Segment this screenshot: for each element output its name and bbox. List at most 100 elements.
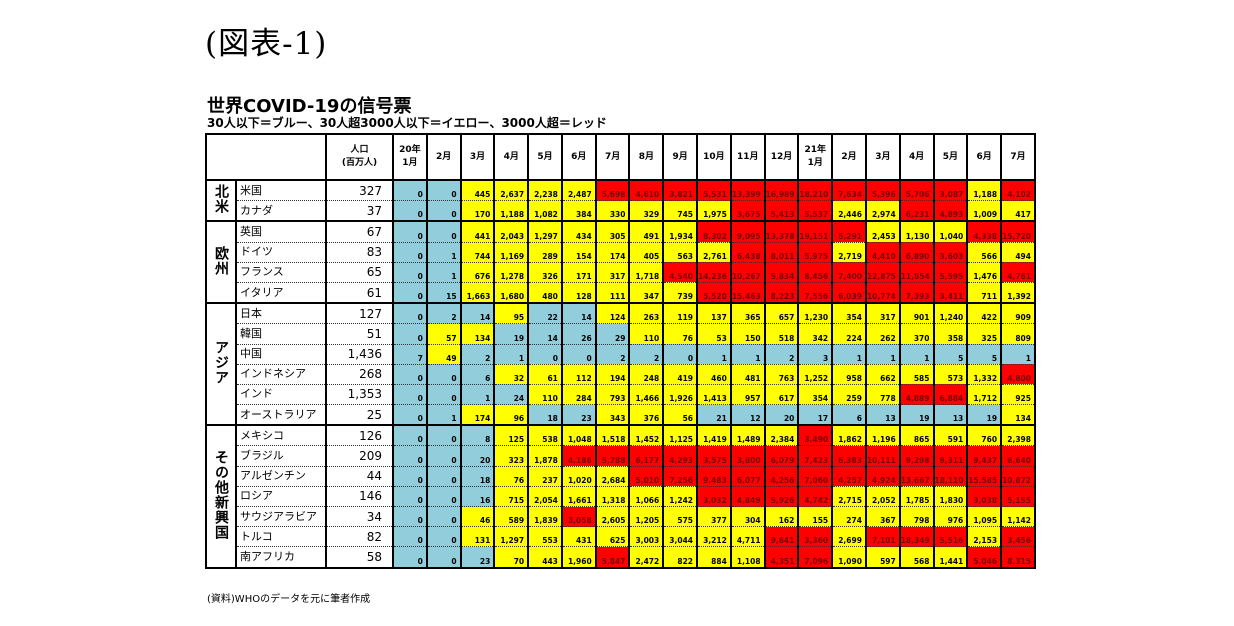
case-cell: 1,466 [628, 384, 665, 406]
case-cell: 0 [392, 486, 428, 508]
case-cell: 1,712 [966, 384, 1003, 406]
case-cell: 259 [831, 384, 867, 406]
population-value: 126 [325, 425, 394, 447]
case-cell: 14 [560, 303, 597, 325]
country-name: ドイツ [235, 242, 327, 263]
country-name: イタリア [235, 282, 327, 305]
case-cell: 431 [560, 526, 597, 548]
case-cell: 8,223 [763, 282, 800, 305]
case-cell: 7,060 [797, 466, 834, 487]
case-cell: 0 [392, 546, 428, 569]
case-cell: 15,585 [966, 466, 1003, 487]
case-cell: 5,413 [763, 200, 800, 223]
case-cell: 125 [493, 425, 530, 447]
case-cell: 5,926 [763, 486, 800, 508]
case-cell: 76 [493, 466, 530, 487]
case-cell: 0 [425, 384, 462, 406]
region-cell: その他新興国 [205, 425, 237, 569]
region-label: 欧州 [213, 245, 229, 276]
case-cell: 9,095 [729, 221, 766, 243]
case-cell: 1,413 [696, 384, 732, 406]
case-cell: 2 [425, 303, 462, 325]
case-cell: 263 [628, 303, 665, 325]
country-name: 中国 [235, 344, 327, 365]
case-cell: 5,291 [831, 221, 867, 243]
case-cell: 2,761 [696, 242, 732, 263]
case-cell: 1,661 [560, 486, 597, 508]
country-name: アルゼンチン [235, 466, 327, 487]
case-cell: 1,785 [898, 486, 935, 508]
table-row: ロシア 146 0 0 16 715 2,054 1,661 1,318 1,066 1,242 3,… [206, 486, 1036, 508]
case-cell: 10,111 [864, 445, 901, 467]
case-cell: 19 [966, 404, 1003, 427]
case-cell: 171 [560, 262, 597, 283]
case-cell: 1 [696, 344, 732, 365]
case-cell: 1,830 [932, 486, 969, 508]
table-row: サウジアラビア 34 0 0 46 589 1,839 3,058 2,605 1,205 575 3… [206, 506, 1036, 528]
region-label: 北米 [213, 184, 229, 215]
case-cell: 12,875 [864, 262, 901, 283]
case-cell: 1,142 [1000, 506, 1036, 528]
case-cell: 0 [392, 180, 428, 202]
table-row: フランス 65 0 1 676 1,278 326 171 317 1,718 4,540 14,23… [206, 262, 1036, 283]
case-cell: 1,680 [493, 282, 530, 305]
case-cell: 5,046 [966, 546, 1003, 569]
case-cell: 1,975 [696, 200, 732, 223]
case-cell: 3,675 [729, 200, 766, 223]
case-cell: 7,423 [797, 445, 834, 467]
case-cell: 5,520 [696, 282, 732, 305]
case-cell: 6,640 [1000, 445, 1036, 467]
case-cell: 70 [493, 546, 530, 569]
case-cell: 5,010 [628, 466, 665, 487]
table-row: 欧州 英国 67 0 0 441 2,043 1,297 434 305 491 1,934 8,302… [205, 221, 1036, 305]
case-cell: 1,090 [831, 546, 867, 569]
header-month: 21年 1月 [797, 133, 834, 181]
case-cell: 8,456 [797, 262, 834, 283]
case-cell: 1,318 [594, 486, 631, 508]
country-name: インド [235, 384, 327, 406]
case-cell: 711 [966, 282, 1003, 305]
case-cell: 9,437 [966, 445, 1003, 467]
case-cell: 5,595 [932, 262, 969, 283]
case-cell: 0 [392, 303, 428, 325]
case-cell: 1,242 [662, 486, 699, 508]
case-cell: 422 [966, 303, 1003, 325]
table-row: イタリア 61 0 15 1,663 1,680 480 128 111 347 739 5,520 1… [206, 282, 1036, 305]
case-cell: 1,452 [628, 425, 665, 447]
case-cell: 8,302 [696, 221, 732, 243]
case-cell: 13,399 [729, 180, 766, 202]
case-cell: 0 [560, 344, 597, 365]
case-cell: 763 [763, 364, 800, 385]
table-row: ドイツ 83 0 1 744 1,169 289 154 174 405 563 2,761 6,438… [206, 242, 1036, 263]
population-value: 65 [325, 262, 394, 283]
case-cell: 7,096 [797, 546, 834, 569]
country-name: インドネシア [235, 364, 327, 385]
case-cell: 0 [392, 262, 428, 283]
case-cell: 6,231 [898, 200, 935, 223]
case-cell: 8,315 [1000, 546, 1036, 569]
case-cell: 1 [459, 384, 496, 406]
case-cell: 0 [425, 546, 462, 569]
header-month: 5月 [527, 133, 563, 181]
case-cell: 224 [831, 323, 867, 345]
case-cell: 6,177 [628, 445, 665, 467]
country-name: 南アフリカ [235, 546, 327, 569]
case-cell: 4,351 [763, 546, 800, 569]
case-cell: 575 [662, 506, 699, 528]
case-cell: 0 [425, 425, 462, 447]
case-cell: 377 [696, 506, 732, 528]
case-cell: 137 [696, 303, 732, 325]
case-cell: 2,054 [527, 486, 563, 508]
case-cell: 342 [797, 323, 834, 345]
table-row: インドネシア 268 0 0 6 32 61 112 194 248 419 460 481 763 1,2… [206, 364, 1036, 385]
case-cell: 365 [729, 303, 766, 325]
header-month: 4月 [898, 133, 935, 181]
country-name: ロシア [235, 486, 327, 508]
case-cell: 3,044 [662, 526, 699, 548]
case-cell: 0 [425, 200, 462, 223]
chart-title: 世界COVID-19の信号票 [207, 96, 412, 117]
case-cell: 2 [628, 344, 665, 365]
case-cell: 778 [864, 384, 901, 406]
region-label: その他新興国 [213, 449, 229, 540]
case-cell: 0 [392, 445, 428, 467]
